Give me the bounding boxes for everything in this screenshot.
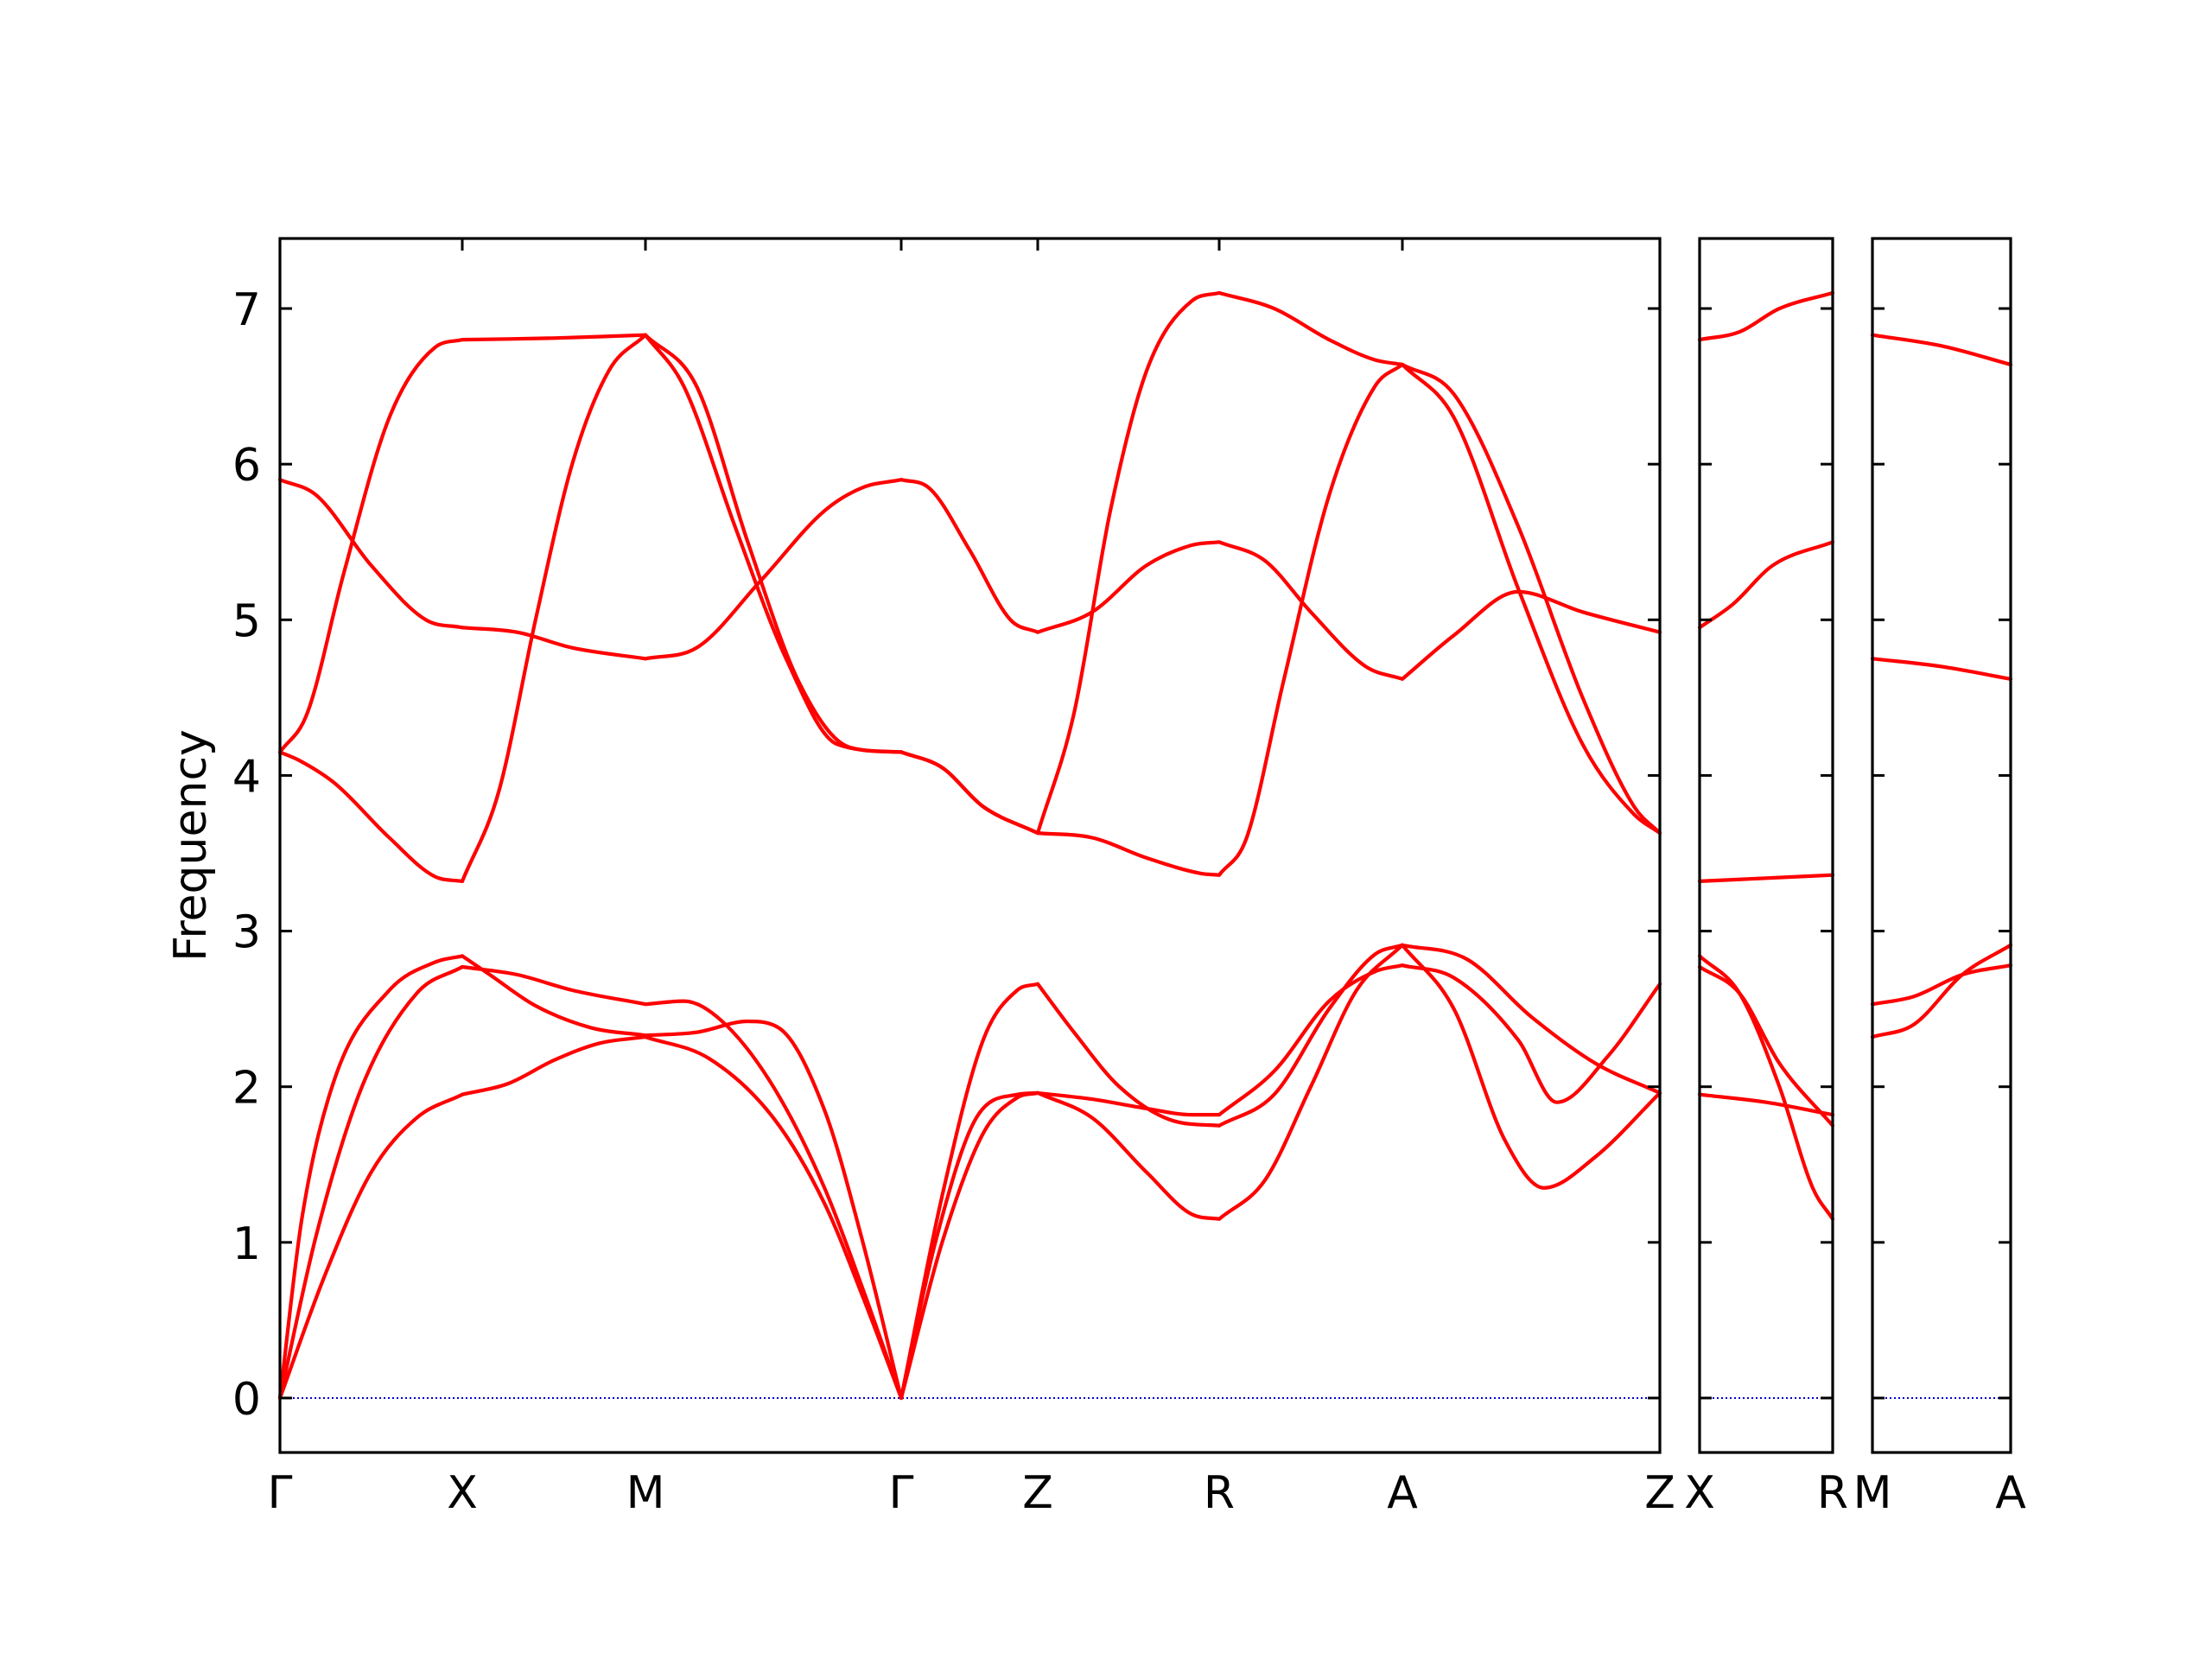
band-line — [1400, 589, 1662, 681]
x-tick-label: M — [626, 1467, 665, 1519]
band-line — [277, 954, 465, 1401]
band-line — [643, 999, 904, 1401]
x-tick-label: Γ — [889, 1467, 914, 1519]
panel-frame — [278, 237, 1662, 1454]
x-tick-label: X — [447, 1467, 478, 1519]
band-line — [899, 1090, 1040, 1401]
x-tick-label: M — [1853, 1467, 1892, 1519]
band-line — [1697, 1092, 1835, 1117]
band-line — [643, 1019, 904, 1401]
band-line — [643, 1035, 904, 1401]
y-tick-label: 4 — [232, 751, 261, 803]
y-tick-label: 2 — [232, 1063, 261, 1115]
band-line — [1217, 943, 1405, 1128]
y-tick-label: 0 — [232, 1374, 261, 1426]
band-line — [460, 333, 648, 883]
band-line — [1870, 943, 2013, 1039]
band-line — [460, 954, 648, 1038]
band-line — [1217, 362, 1405, 877]
band-line — [1697, 873, 1835, 883]
band-line — [277, 964, 465, 1401]
y-tick-label: 1 — [232, 1218, 261, 1270]
band-line — [899, 750, 1040, 836]
y-tick-label: 3 — [232, 907, 261, 959]
band-line — [1870, 333, 2013, 366]
band-line — [1400, 963, 1662, 1104]
band-line — [899, 478, 1040, 634]
band-line — [277, 750, 465, 883]
x-tick-label: Γ — [268, 1467, 293, 1519]
x-tick-label: Z — [1644, 1467, 1675, 1519]
band-line — [1217, 290, 1405, 366]
band-line — [1217, 540, 1405, 681]
band-line — [277, 1092, 465, 1401]
band-line — [1697, 290, 1835, 342]
band-line — [1400, 362, 1662, 836]
band-line — [460, 964, 648, 1007]
band-line — [643, 478, 904, 661]
band-layer — [277, 290, 2013, 1401]
band-line — [1035, 540, 1222, 634]
band-line — [1697, 540, 1835, 630]
band-line — [277, 338, 465, 754]
band-line — [1217, 943, 1405, 1221]
band-line — [1870, 657, 2013, 681]
y-tick-label: 5 — [232, 595, 261, 647]
band-line — [1697, 964, 1835, 1128]
band-line — [1400, 362, 1662, 836]
x-tick-label: X — [1684, 1467, 1715, 1519]
y-tick-label: 6 — [232, 440, 261, 492]
band-line — [277, 478, 465, 630]
x-tick-label: A — [1995, 1467, 2026, 1519]
y-axis-label: Frequency — [165, 729, 217, 962]
frame-layer — [278, 237, 2012, 1454]
band-line — [643, 333, 904, 754]
band-line — [1400, 943, 1662, 1095]
band-line — [460, 626, 648, 661]
x-tick-label: Z — [1022, 1467, 1053, 1519]
band-line — [460, 1035, 648, 1096]
band-line — [1035, 290, 1222, 836]
band-line — [1035, 982, 1222, 1128]
band-line — [460, 333, 648, 342]
x-tick-label: R — [1204, 1467, 1235, 1519]
panel-frame — [1871, 237, 2012, 1454]
band-line — [1870, 963, 2013, 1007]
band-line — [899, 982, 1040, 1401]
band-line — [1035, 831, 1222, 877]
x-tick-label: R — [1817, 1467, 1848, 1519]
band-line — [1217, 963, 1405, 1117]
band-line — [899, 1090, 1040, 1401]
band-line — [1035, 1090, 1222, 1221]
tick-layer — [278, 238, 2012, 1400]
band-line — [1697, 954, 1835, 1221]
band-line — [643, 333, 904, 754]
x-tick-label: A — [1387, 1467, 1418, 1519]
panel-frame — [1698, 237, 1834, 1454]
band-line — [1400, 943, 1662, 1190]
y-tick-label: 7 — [232, 284, 261, 336]
